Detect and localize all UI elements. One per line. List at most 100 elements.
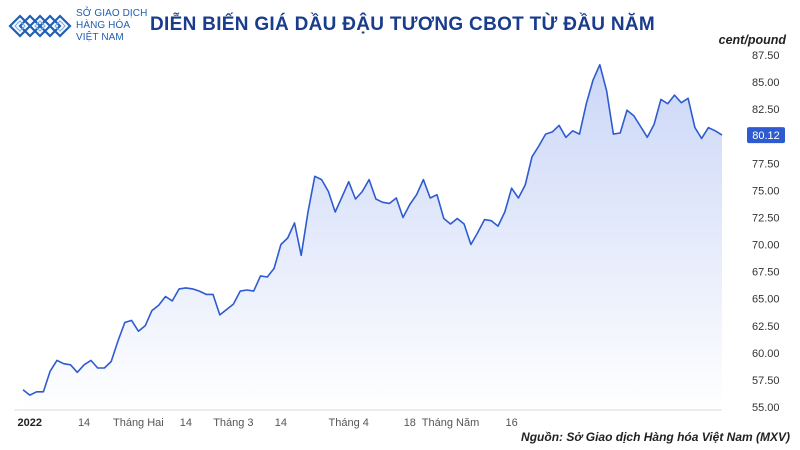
data-point bbox=[185, 287, 187, 289]
data-point bbox=[538, 145, 540, 147]
data-point bbox=[29, 394, 31, 396]
data-point bbox=[348, 181, 350, 183]
x-tick-label: 16 bbox=[505, 417, 517, 429]
data-point bbox=[701, 137, 703, 139]
y-tick-label: 67.50 bbox=[752, 267, 780, 279]
data-point bbox=[606, 90, 608, 92]
y-tick-label: 75.00 bbox=[752, 185, 780, 197]
last-value-badge bbox=[747, 127, 785, 144]
data-point bbox=[70, 364, 72, 366]
data-point bbox=[42, 391, 44, 393]
x-tick-label: Tháng 4 bbox=[329, 417, 369, 429]
data-point bbox=[273, 267, 275, 269]
data-point bbox=[565, 136, 567, 138]
data-point bbox=[287, 237, 289, 239]
data-point bbox=[314, 175, 316, 177]
data-point bbox=[626, 109, 628, 111]
y-tick-label: 77.50 bbox=[752, 158, 780, 170]
y-tick-label: 55.00 bbox=[752, 402, 780, 414]
chart-title: DIỄN BIẾN GIÁ DẦU ĐẬU TƯƠNG CBOT TỪ ĐẦU … bbox=[150, 14, 656, 35]
data-point bbox=[633, 115, 635, 117]
data-point bbox=[660, 98, 662, 100]
data-point bbox=[266, 276, 268, 278]
data-point bbox=[76, 371, 78, 373]
data-point bbox=[504, 211, 506, 213]
data-point bbox=[300, 254, 302, 256]
data-point bbox=[646, 136, 648, 138]
data-point bbox=[178, 288, 180, 290]
x-tick-label: Tháng Năm bbox=[422, 417, 479, 429]
data-point bbox=[232, 303, 234, 305]
data-point bbox=[198, 290, 200, 292]
data-point bbox=[212, 293, 214, 295]
y-tick-label: 57.50 bbox=[752, 375, 780, 387]
data-point bbox=[56, 359, 58, 361]
data-point bbox=[402, 217, 404, 219]
data-point bbox=[531, 156, 533, 158]
data-point bbox=[450, 223, 452, 225]
data-point bbox=[239, 290, 241, 292]
data-point bbox=[36, 391, 38, 393]
source-note: Nguồn: Sở Giao dịch Hàng hóa Việt Nam (M… bbox=[521, 430, 790, 444]
data-point bbox=[382, 201, 384, 203]
data-point bbox=[307, 211, 309, 213]
data-point bbox=[165, 296, 167, 298]
data-point bbox=[192, 288, 194, 290]
x-tick-label: Tháng 3 bbox=[213, 417, 253, 429]
area-fill bbox=[23, 64, 722, 410]
data-point bbox=[260, 275, 262, 277]
data-point bbox=[524, 184, 526, 186]
data-point bbox=[443, 218, 445, 220]
y-tick-label: 72.50 bbox=[752, 212, 780, 224]
data-point bbox=[721, 134, 723, 136]
logo-line-2: HÀNG HÓA bbox=[76, 20, 131, 31]
data-point bbox=[368, 179, 370, 181]
data-point bbox=[511, 187, 513, 189]
data-point bbox=[49, 370, 51, 372]
data-point bbox=[477, 232, 479, 234]
y-tick-label: 70.00 bbox=[752, 240, 780, 252]
y-tick-label: 87.50 bbox=[752, 50, 780, 62]
data-point bbox=[667, 103, 669, 105]
data-point bbox=[389, 202, 391, 204]
data-point bbox=[395, 197, 397, 199]
data-point bbox=[375, 198, 377, 200]
data-point bbox=[497, 225, 499, 227]
price-line bbox=[22, 63, 723, 396]
data-point bbox=[409, 204, 411, 206]
data-point bbox=[103, 367, 105, 369]
data-point bbox=[680, 102, 682, 104]
data-point bbox=[246, 289, 248, 291]
data-point bbox=[694, 127, 696, 129]
data-point bbox=[83, 364, 85, 366]
data-point bbox=[579, 133, 581, 135]
data-point bbox=[456, 218, 458, 220]
data-point bbox=[219, 314, 221, 316]
x-tick-label: 14 bbox=[180, 417, 192, 429]
data-point bbox=[171, 300, 173, 302]
data-point bbox=[321, 179, 323, 181]
x-tick-label: 14 bbox=[78, 417, 90, 429]
last-value-label: 80.12 bbox=[752, 130, 780, 142]
data-point bbox=[422, 179, 424, 181]
data-point bbox=[63, 363, 65, 365]
data-point bbox=[592, 79, 594, 81]
data-point bbox=[674, 94, 676, 96]
data-point bbox=[110, 361, 112, 363]
data-point bbox=[334, 211, 336, 213]
data-point bbox=[484, 219, 486, 221]
data-point bbox=[226, 309, 228, 311]
data-point bbox=[653, 123, 655, 125]
data-point bbox=[436, 194, 438, 196]
data-point bbox=[158, 304, 160, 306]
data-point bbox=[151, 310, 153, 312]
y-tick-label: 82.50 bbox=[752, 104, 780, 116]
data-point bbox=[327, 191, 329, 193]
data-point bbox=[640, 126, 642, 128]
x-tick-label: Tháng Hai bbox=[113, 417, 164, 429]
y-tick-label: 65.00 bbox=[752, 294, 780, 306]
data-point bbox=[22, 389, 24, 391]
logo-text: SỞ GIAO DỊCH HÀNG HÓA VIỆT NAM bbox=[76, 8, 156, 44]
data-point bbox=[463, 223, 465, 225]
